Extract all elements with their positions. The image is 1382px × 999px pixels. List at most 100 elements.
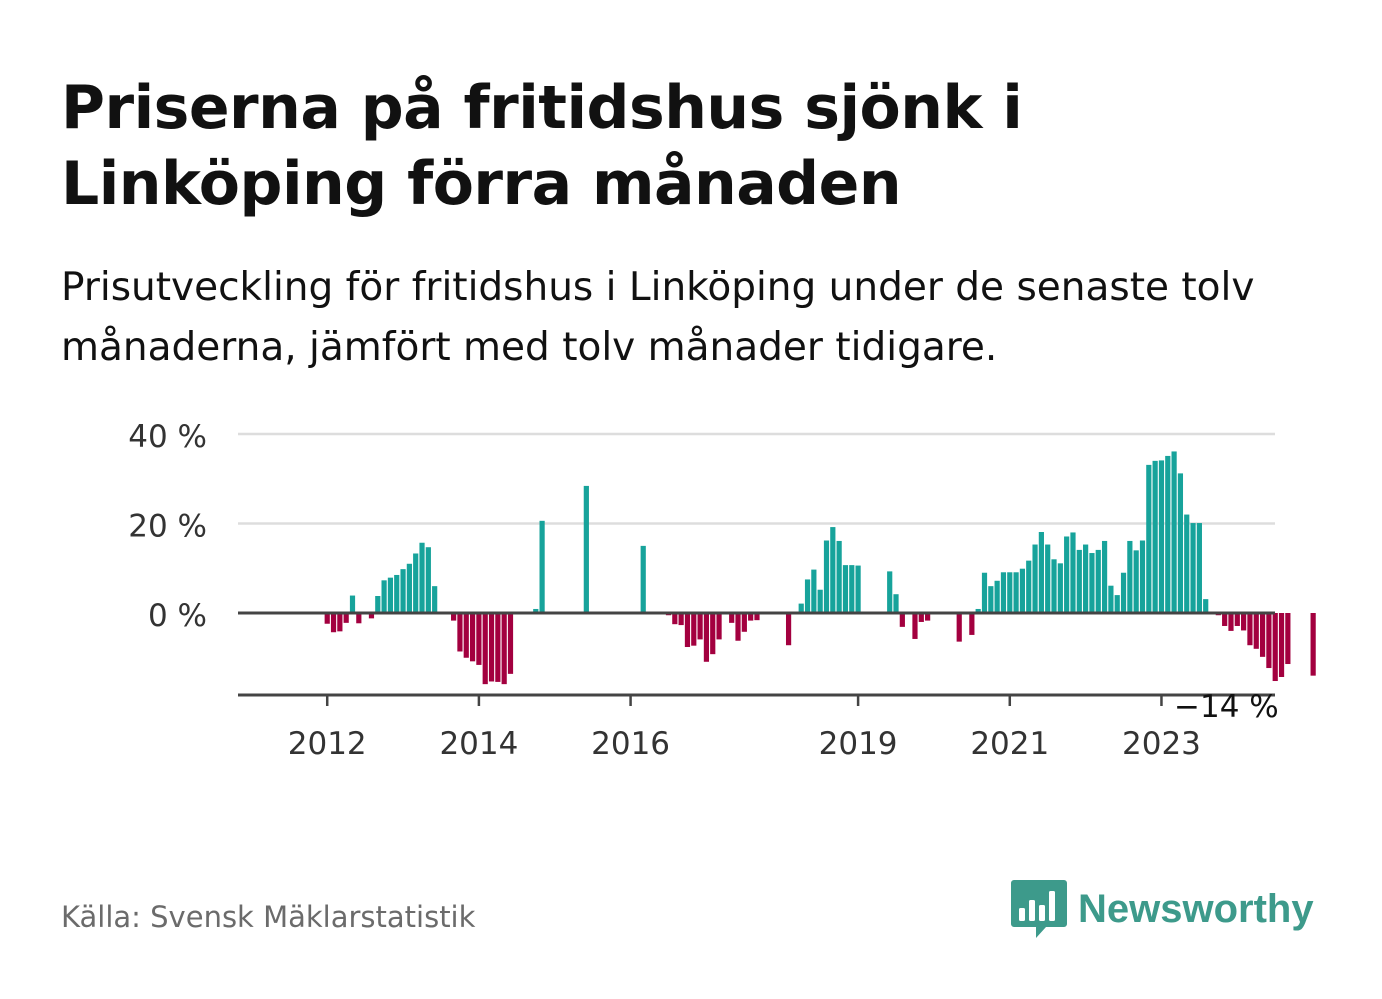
bar (1127, 540, 1133, 613)
bar (703, 613, 710, 662)
bar (678, 613, 684, 626)
bar (735, 613, 741, 641)
bar (419, 542, 425, 613)
bar (1045, 544, 1051, 613)
bar (798, 603, 804, 613)
x-tick-label: 2014 (439, 726, 518, 762)
bar (1285, 613, 1291, 665)
y-tick-label: 20 % (128, 509, 207, 545)
bar (1177, 473, 1184, 613)
bar-chart: 40 % 20 % 0 % 2012 2014 2016 2019 2021 2023−14 % (128, 419, 1316, 762)
bar (501, 613, 507, 685)
x-tick-label: 2019 (819, 726, 898, 762)
bar (1222, 613, 1228, 626)
bar (1266, 613, 1272, 669)
bar (1146, 464, 1152, 613)
bar (1057, 563, 1063, 613)
bar (710, 613, 716, 655)
y-tick-label: 0 % (148, 598, 207, 634)
bar (1013, 572, 1019, 613)
bar (1101, 540, 1108, 613)
bar (539, 520, 545, 614)
bar (1000, 572, 1007, 613)
bar (488, 613, 495, 682)
x-tick-label: 2012 (288, 726, 367, 762)
bar (1171, 451, 1177, 613)
bar (1139, 540, 1146, 613)
bar (1089, 553, 1095, 613)
bar (817, 589, 823, 613)
bar (912, 613, 918, 639)
bar (1095, 549, 1101, 613)
bar (1228, 613, 1234, 631)
bar (1051, 559, 1057, 613)
bar (1083, 544, 1089, 613)
bar (1165, 455, 1171, 613)
bar (754, 613, 760, 621)
y-tick-label: 40 % (128, 419, 207, 455)
bar (425, 547, 431, 613)
bar (406, 563, 412, 613)
bar (1247, 613, 1253, 646)
axis-labels: 40 % 20 % 0 % 2012 2014 2016 2019 2021 2023−14 % (128, 419, 1279, 762)
bar (975, 608, 981, 613)
bar (1070, 532, 1076, 613)
bar (1184, 514, 1190, 613)
bar (981, 572, 988, 613)
newsworthy-logo: Newsworthy (1010, 878, 1314, 940)
bar (356, 613, 362, 624)
bar (343, 613, 349, 623)
bar (394, 574, 400, 613)
bar (741, 613, 747, 632)
bar (1272, 613, 1278, 682)
bar (1190, 523, 1196, 613)
bar (349, 595, 356, 613)
bar (476, 613, 482, 665)
bar (830, 527, 836, 613)
last-value-label: −14 % (1174, 689, 1279, 725)
bar (994, 580, 1000, 613)
bar (1032, 544, 1038, 613)
bar (482, 613, 488, 685)
bar (330, 613, 337, 633)
chart-title: Priserna på fritidshus sjönk i Linköping… (61, 73, 1023, 219)
bar (1120, 572, 1127, 613)
x-tick-label: 2021 (970, 726, 1049, 762)
bar (1064, 536, 1070, 613)
bar (811, 569, 817, 613)
bar (849, 565, 855, 613)
bar (324, 613, 330, 624)
bar (1203, 599, 1209, 613)
bar (381, 580, 387, 613)
bar (368, 613, 375, 619)
bar (823, 540, 830, 613)
bar (1234, 613, 1240, 626)
bar (1253, 613, 1259, 649)
bar (469, 613, 476, 662)
bar (1114, 595, 1120, 613)
bar (337, 613, 343, 632)
axes (238, 611, 1275, 706)
x-tick-label: 2023 (1122, 726, 1201, 762)
bar (1259, 613, 1266, 657)
bars (324, 451, 1316, 685)
bar (1133, 550, 1139, 613)
bar (691, 613, 697, 646)
bar (1038, 532, 1044, 613)
x-tick-label: 2016 (591, 726, 670, 762)
gridlines (238, 432, 1275, 525)
bar (887, 571, 893, 613)
bar (969, 613, 975, 635)
bar (457, 613, 463, 652)
chart-subtitle: Prisutveckling för fritidshus i Linköpin… (61, 265, 1255, 370)
bar (785, 613, 792, 646)
bar (507, 613, 514, 674)
bar (387, 577, 394, 613)
bar (729, 613, 735, 623)
bar (1007, 572, 1013, 613)
bar (640, 545, 646, 614)
bar (1310, 613, 1316, 676)
bar (1152, 460, 1158, 613)
bar (413, 553, 419, 613)
bar (842, 565, 849, 613)
